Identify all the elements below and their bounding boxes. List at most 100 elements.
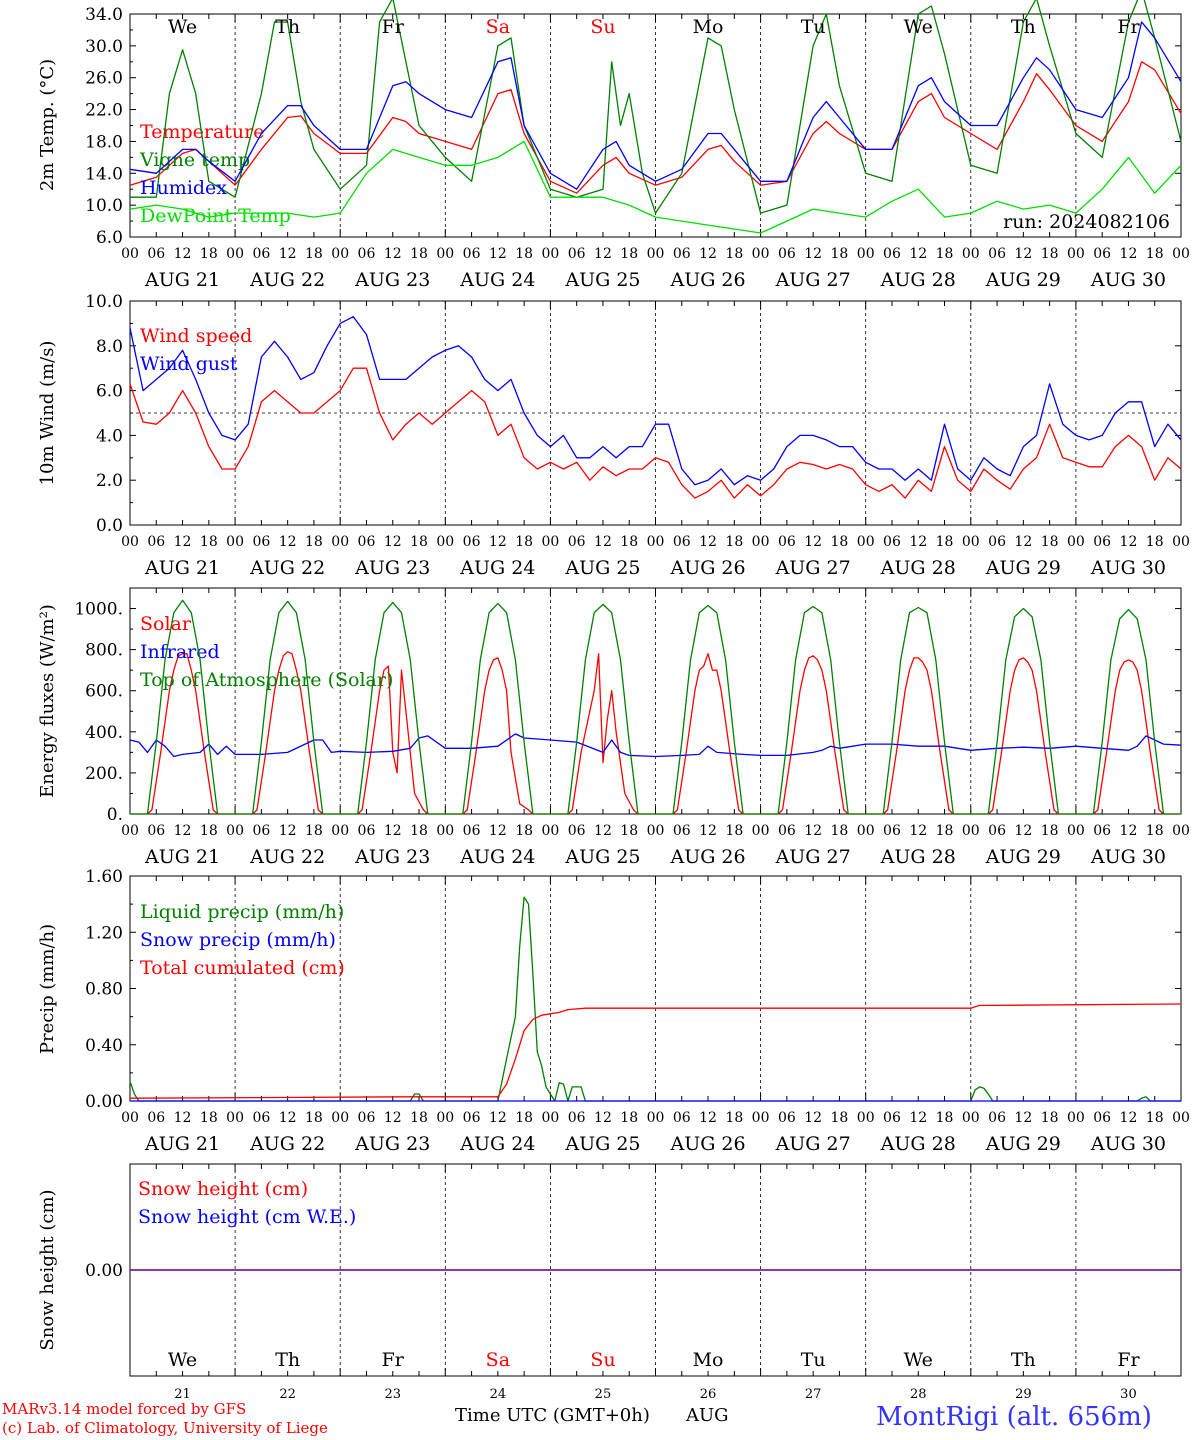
legend-entry: Liquid precip (mm/h): [140, 901, 344, 923]
hour-label: 12: [1014, 246, 1032, 262]
hour-label: 00: [331, 246, 349, 262]
y-tick-label: 6.0: [96, 382, 123, 402]
hour-label: 06: [568, 1110, 586, 1126]
hour-label: 12: [384, 246, 402, 262]
hour-label: 00: [226, 1110, 244, 1126]
hour-label: 12: [384, 823, 402, 839]
hour-label: 18: [515, 823, 533, 839]
hour-label: 18: [410, 823, 428, 839]
date-label: AUG 30: [1090, 846, 1166, 868]
hour-label: 00: [647, 246, 665, 262]
hour-label: 00: [226, 246, 244, 262]
hour-label: 00: [541, 534, 559, 550]
day-name-label: Tu: [801, 1349, 826, 1371]
legend-entry: Snow height (cm): [138, 1178, 308, 1200]
hour-label: 00: [1172, 1110, 1190, 1126]
date-label: AUG 21: [144, 557, 220, 579]
date-label: AUG 28: [880, 557, 956, 579]
hour-label: 06: [988, 1110, 1006, 1126]
date-label: AUG 29: [985, 1133, 1061, 1155]
y-axis-label: 10m Wind (m/s): [37, 341, 58, 486]
y-tick-label: 400.: [85, 723, 123, 743]
date-label: AUG 24: [459, 1133, 535, 1155]
hour-label: 00: [436, 534, 454, 550]
hour-label: 00: [226, 823, 244, 839]
hour-label: 06: [252, 246, 270, 262]
legend-entry: Top of Atmosphere (Solar): [140, 669, 393, 691]
hour-label: 06: [778, 246, 796, 262]
hour-label: 00: [647, 534, 665, 550]
day-name-label: We: [904, 16, 933, 38]
y-axis-label: 2m Temp. (°C): [37, 59, 58, 191]
legend-entry: Temperature: [140, 121, 264, 143]
hour-label: 06: [1093, 1110, 1111, 1126]
hour-label: 18: [620, 246, 638, 262]
hour-label: 00: [647, 1110, 665, 1126]
hour-label: 00: [1172, 823, 1190, 839]
hour-label: 06: [147, 534, 165, 550]
hour-label: 00: [1172, 534, 1190, 550]
hour-label: 06: [252, 534, 270, 550]
hour-label: 00: [1067, 1110, 1085, 1126]
date-label: AUG 23: [354, 269, 430, 291]
hour-label: 00: [1067, 246, 1085, 262]
hour-label: 12: [174, 534, 192, 550]
hour-label: 00: [121, 534, 139, 550]
hour-label: 18: [725, 246, 743, 262]
hour-label: 12: [909, 534, 927, 550]
day-name-label: Mo: [693, 1349, 724, 1371]
hour-label: 12: [384, 534, 402, 550]
hour-label: 00: [436, 246, 454, 262]
hour-label: 00: [857, 1110, 875, 1126]
date-label: AUG 27: [775, 269, 851, 291]
hour-label: 18: [410, 534, 428, 550]
date-label: AUG 21: [144, 1133, 220, 1155]
hour-label: 06: [988, 823, 1006, 839]
day-name-label: Su: [590, 1349, 615, 1371]
hour-label: 12: [1014, 534, 1032, 550]
date-label: AUG 26: [669, 1133, 745, 1155]
hour-label: 18: [936, 534, 954, 550]
hour-label: 06: [1093, 246, 1111, 262]
hour-label: 06: [463, 534, 481, 550]
y-tick-label: 26.0: [85, 69, 123, 89]
hour-label: 06: [568, 534, 586, 550]
hour-label: 00: [436, 1110, 454, 1126]
hour-label: 06: [358, 1110, 376, 1126]
hour-label: 12: [699, 823, 717, 839]
date-label: AUG 26: [669, 557, 745, 579]
hour-label: 18: [936, 1110, 954, 1126]
run-annotation: run: 2024082106: [1003, 211, 1170, 233]
legend-entry: Infrared: [140, 641, 220, 663]
hour-label: 00: [857, 246, 875, 262]
hour-label: 06: [883, 534, 901, 550]
day-number-label: 21: [174, 1387, 191, 1402]
hour-label: 18: [200, 1110, 218, 1126]
hour-label: 12: [909, 823, 927, 839]
date-label: AUG 30: [1090, 269, 1166, 291]
hour-label: 06: [252, 1110, 270, 1126]
hour-label: 18: [725, 823, 743, 839]
date-label: AUG 22: [249, 557, 325, 579]
hour-label: 18: [936, 246, 954, 262]
day-name-label: We: [168, 1349, 197, 1371]
hour-label: 06: [147, 246, 165, 262]
hour-label: 12: [384, 1110, 402, 1126]
hour-label: 00: [121, 246, 139, 262]
day-name-label: Sa: [486, 16, 510, 38]
hour-label: 12: [1120, 534, 1138, 550]
hour-label: 18: [831, 534, 849, 550]
hour-label: 18: [1146, 1110, 1164, 1126]
date-label: AUG 28: [880, 1133, 956, 1155]
hour-label: 06: [673, 246, 691, 262]
y-tick-label: 18.0: [85, 132, 123, 152]
hour-label: 00: [857, 823, 875, 839]
hour-label: 00: [647, 823, 665, 839]
hour-label: 12: [489, 823, 507, 839]
hour-label: 06: [252, 823, 270, 839]
hour-label: 12: [909, 1110, 927, 1126]
day-number-label: 27: [805, 1387, 822, 1402]
hour-label: 12: [699, 1110, 717, 1126]
date-label: AUG 22: [249, 1133, 325, 1155]
